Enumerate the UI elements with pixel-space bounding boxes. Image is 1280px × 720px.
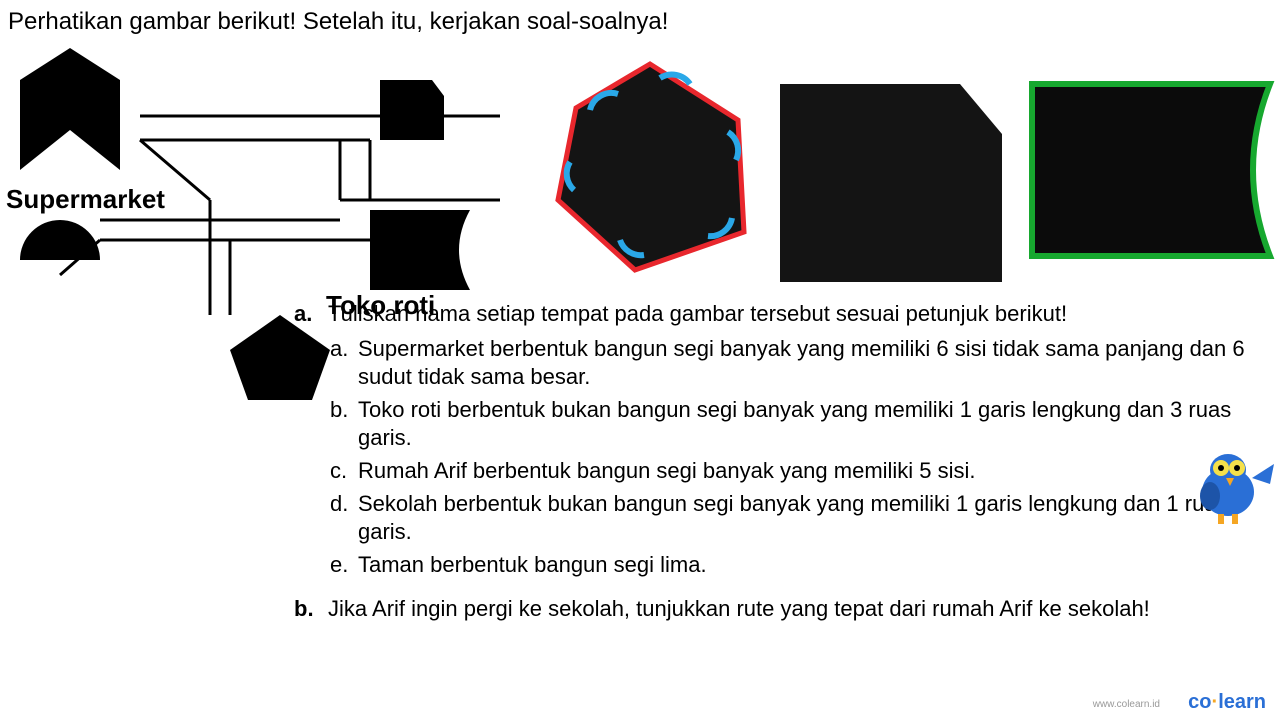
brand-learn: learn — [1218, 691, 1266, 713]
question-a-sublist: a. Supermarket berbentuk bangun segi ban… — [294, 335, 1272, 580]
brand-url: www.colearn.id — [1093, 699, 1160, 710]
sub-c: c. Rumah Arif berbentuk bangun segi bany… — [330, 457, 1272, 486]
red-concave-hexagon — [558, 64, 744, 270]
green-rect-curve — [1032, 84, 1270, 256]
sub-b: b. Toko roti berbentuk bukan bangun segi… — [330, 396, 1272, 453]
highlight-svg — [540, 60, 1280, 290]
map-shape-halfcircle — [20, 220, 100, 260]
map-shape-concave-hexagon — [20, 48, 120, 170]
question-a: a. Tuliskan nama setiap tempat pada gamb… — [294, 300, 1272, 329]
question-area: a. Tuliskan nama setiap tempat pada gamb… — [294, 300, 1272, 630]
brand-co: co — [1188, 691, 1211, 713]
highlight-shapes-row — [540, 60, 1280, 280]
sub-a: a. Supermarket berbentuk bangun segi ban… — [330, 335, 1272, 392]
black-cut-corner-pentagon — [780, 84, 1002, 282]
sub-d: d. Sekolah berbentuk bukan bangun segi b… — [330, 490, 1272, 547]
supermarket-label: Supermarket — [6, 184, 165, 215]
question-b: b. Jika Arif ingin pergi ke sekolah, tun… — [294, 595, 1272, 624]
question-b-label: b. — [294, 595, 328, 624]
sub-e: e. Taman berbentuk bangun segi lima. — [330, 551, 1272, 580]
map-shape-toko-roti — [370, 210, 470, 290]
question-a-label: a. — [294, 300, 328, 329]
question-b-text: Jika Arif ingin pergi ke sekolah, tunjuk… — [328, 595, 1272, 624]
question-a-text: Tuliskan nama setiap tempat pada gambar … — [328, 300, 1272, 329]
map-shape-cut-corner — [380, 80, 444, 140]
instruction-text: Perhatikan gambar berikut! Setelah itu, … — [8, 8, 668, 36]
brand-logo: co·learn — [1188, 691, 1266, 714]
mascot-bird-icon — [1188, 440, 1276, 528]
